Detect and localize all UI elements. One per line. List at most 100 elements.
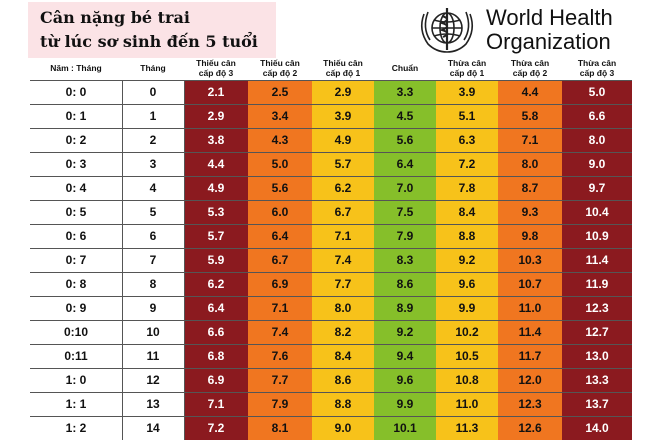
cell-mild-underweight: 5.7 <box>312 152 374 176</box>
cell-severe-overweight: 5.0 <box>562 80 632 104</box>
cell-month: 10 <box>122 320 184 344</box>
cell-mild-underweight: 9.0 <box>312 416 374 440</box>
cell-severe-overweight: 10.4 <box>562 200 632 224</box>
row-divider <box>30 224 632 225</box>
cell-mild-underweight: 6.7 <box>312 200 374 224</box>
cell-mild-underweight: 8.4 <box>312 344 374 368</box>
cell-standard: 8.9 <box>374 296 436 320</box>
cell-mild-overweight: 5.1 <box>436 104 498 128</box>
cell-standard: 6.4 <box>374 152 436 176</box>
cell-year-month: 0: 9 <box>30 296 122 320</box>
cell-mild-overweight: 9.9 <box>436 296 498 320</box>
cell-mild-underweight: 8.8 <box>312 392 374 416</box>
cell-moderate-overweight: 8.7 <box>498 176 562 200</box>
cell-mild-underweight: 6.2 <box>312 176 374 200</box>
row-divider <box>30 80 632 81</box>
cell-moderate-underweight: 7.7 <box>248 368 312 392</box>
cell-moderate-overweight: 7.1 <box>498 128 562 152</box>
cell-year-month: 0: 4 <box>30 176 122 200</box>
cell-mild-overweight: 10.8 <box>436 368 498 392</box>
cell-moderate-overweight: 12.6 <box>498 416 562 440</box>
table-row: 0: 6 6 5.7 6.4 7.1 7.9 8.8 9.8 10.9 <box>30 224 632 248</box>
cell-moderate-overweight: 12.3 <box>498 392 562 416</box>
cell-mild-overweight: 7.2 <box>436 152 498 176</box>
cell-year-month: 0: 5 <box>30 200 122 224</box>
row-divider <box>30 320 632 321</box>
cell-standard: 4.5 <box>374 104 436 128</box>
cell-moderate-underweight: 6.0 <box>248 200 312 224</box>
cell-moderate-underweight: 4.3 <box>248 128 312 152</box>
title-line-2: từ lúc sơ sinh đến 5 tuổi <box>40 32 258 51</box>
header-moderate-overweight: Thừa cân cấp độ 2 <box>510 58 550 78</box>
cell-standard: 3.3 <box>374 80 436 104</box>
cell-moderate-overweight: 9.8 <box>498 224 562 248</box>
cell-severe-overweight: 8.0 <box>562 128 632 152</box>
cell-moderate-overweight: 8.0 <box>498 152 562 176</box>
header-month: Tháng <box>140 63 166 73</box>
table-row: 0: 4 4 4.9 5.6 6.2 7.0 7.8 8.7 9.7 <box>30 176 632 200</box>
cell-severe-overweight: 9.0 <box>562 152 632 176</box>
table-header-row: Năm : Tháng Tháng Thiếu cân cấp độ 3 Thi… <box>30 56 632 80</box>
cell-month: 14 <box>122 416 184 440</box>
cell-moderate-overweight: 11.0 <box>498 296 562 320</box>
cell-standard: 7.9 <box>374 224 436 248</box>
cell-mild-overweight: 8.4 <box>436 200 498 224</box>
cell-severe-overweight: 6.6 <box>562 104 632 128</box>
row-divider <box>30 200 632 201</box>
header-year-month: Năm : Tháng <box>50 63 102 73</box>
who-emblem-icon <box>420 8 474 53</box>
cell-severe-underweight: 5.7 <box>184 224 248 248</box>
cell-month: 0 <box>122 80 184 104</box>
cell-standard: 9.2 <box>374 320 436 344</box>
cell-severe-overweight: 12.7 <box>562 320 632 344</box>
row-divider <box>30 176 632 177</box>
weight-table: Năm : Tháng Tháng Thiếu cân cấp độ 3 Thi… <box>30 56 632 440</box>
table-row: 0: 1 1 2.9 3.4 3.9 4.5 5.1 5.8 6.6 <box>30 104 632 128</box>
cell-moderate-underweight: 5.6 <box>248 176 312 200</box>
cell-year-month: 0: 1 <box>30 104 122 128</box>
cell-mild-overweight: 11.3 <box>436 416 498 440</box>
cell-severe-underweight: 4.9 <box>184 176 248 200</box>
cell-month: 4 <box>122 176 184 200</box>
cell-severe-underweight: 6.4 <box>184 296 248 320</box>
row-divider <box>30 248 632 249</box>
cell-severe-overweight: 13.7 <box>562 392 632 416</box>
cell-mild-underweight: 2.9 <box>312 80 374 104</box>
cell-severe-underweight: 6.8 <box>184 344 248 368</box>
cell-standard: 9.6 <box>374 368 436 392</box>
cell-month: 1 <box>122 104 184 128</box>
cell-moderate-overweight: 10.7 <box>498 272 562 296</box>
row-divider <box>30 392 632 393</box>
cell-moderate-underweight: 8.1 <box>248 416 312 440</box>
header-mild-underweight: Thiếu cân cấp độ 1 <box>323 58 363 78</box>
cell-severe-underweight: 6.9 <box>184 368 248 392</box>
cell-year-month: 0:10 <box>30 320 122 344</box>
cell-month: 7 <box>122 248 184 272</box>
who-name-line-2: Organization <box>486 29 611 54</box>
cell-year-month: 0: 6 <box>30 224 122 248</box>
cell-mild-overweight: 9.2 <box>436 248 498 272</box>
cell-severe-underweight: 3.8 <box>184 128 248 152</box>
cell-severe-underweight: 5.9 <box>184 248 248 272</box>
cell-standard: 7.5 <box>374 200 436 224</box>
cell-year-month: 0: 3 <box>30 152 122 176</box>
cell-moderate-underweight: 6.4 <box>248 224 312 248</box>
row-divider <box>30 272 632 273</box>
cell-moderate-underweight: 6.7 <box>248 248 312 272</box>
row-divider <box>30 152 632 153</box>
cell-severe-overweight: 14.0 <box>562 416 632 440</box>
cell-moderate-overweight: 12.0 <box>498 368 562 392</box>
cell-mild-underweight: 8.0 <box>312 296 374 320</box>
cell-severe-overweight: 10.9 <box>562 224 632 248</box>
cell-standard: 8.6 <box>374 272 436 296</box>
cell-year-month: 0: 2 <box>30 128 122 152</box>
cell-mild-underweight: 3.9 <box>312 104 374 128</box>
cell-moderate-underweight: 7.1 <box>248 296 312 320</box>
cell-severe-underweight: 7.2 <box>184 416 248 440</box>
cell-severe-overweight: 13.3 <box>562 368 632 392</box>
cell-moderate-overweight: 11.4 <box>498 320 562 344</box>
cell-mild-overweight: 11.0 <box>436 392 498 416</box>
cell-severe-underweight: 4.4 <box>184 152 248 176</box>
cell-severe-overweight: 12.3 <box>562 296 632 320</box>
cell-mild-overweight: 7.8 <box>436 176 498 200</box>
